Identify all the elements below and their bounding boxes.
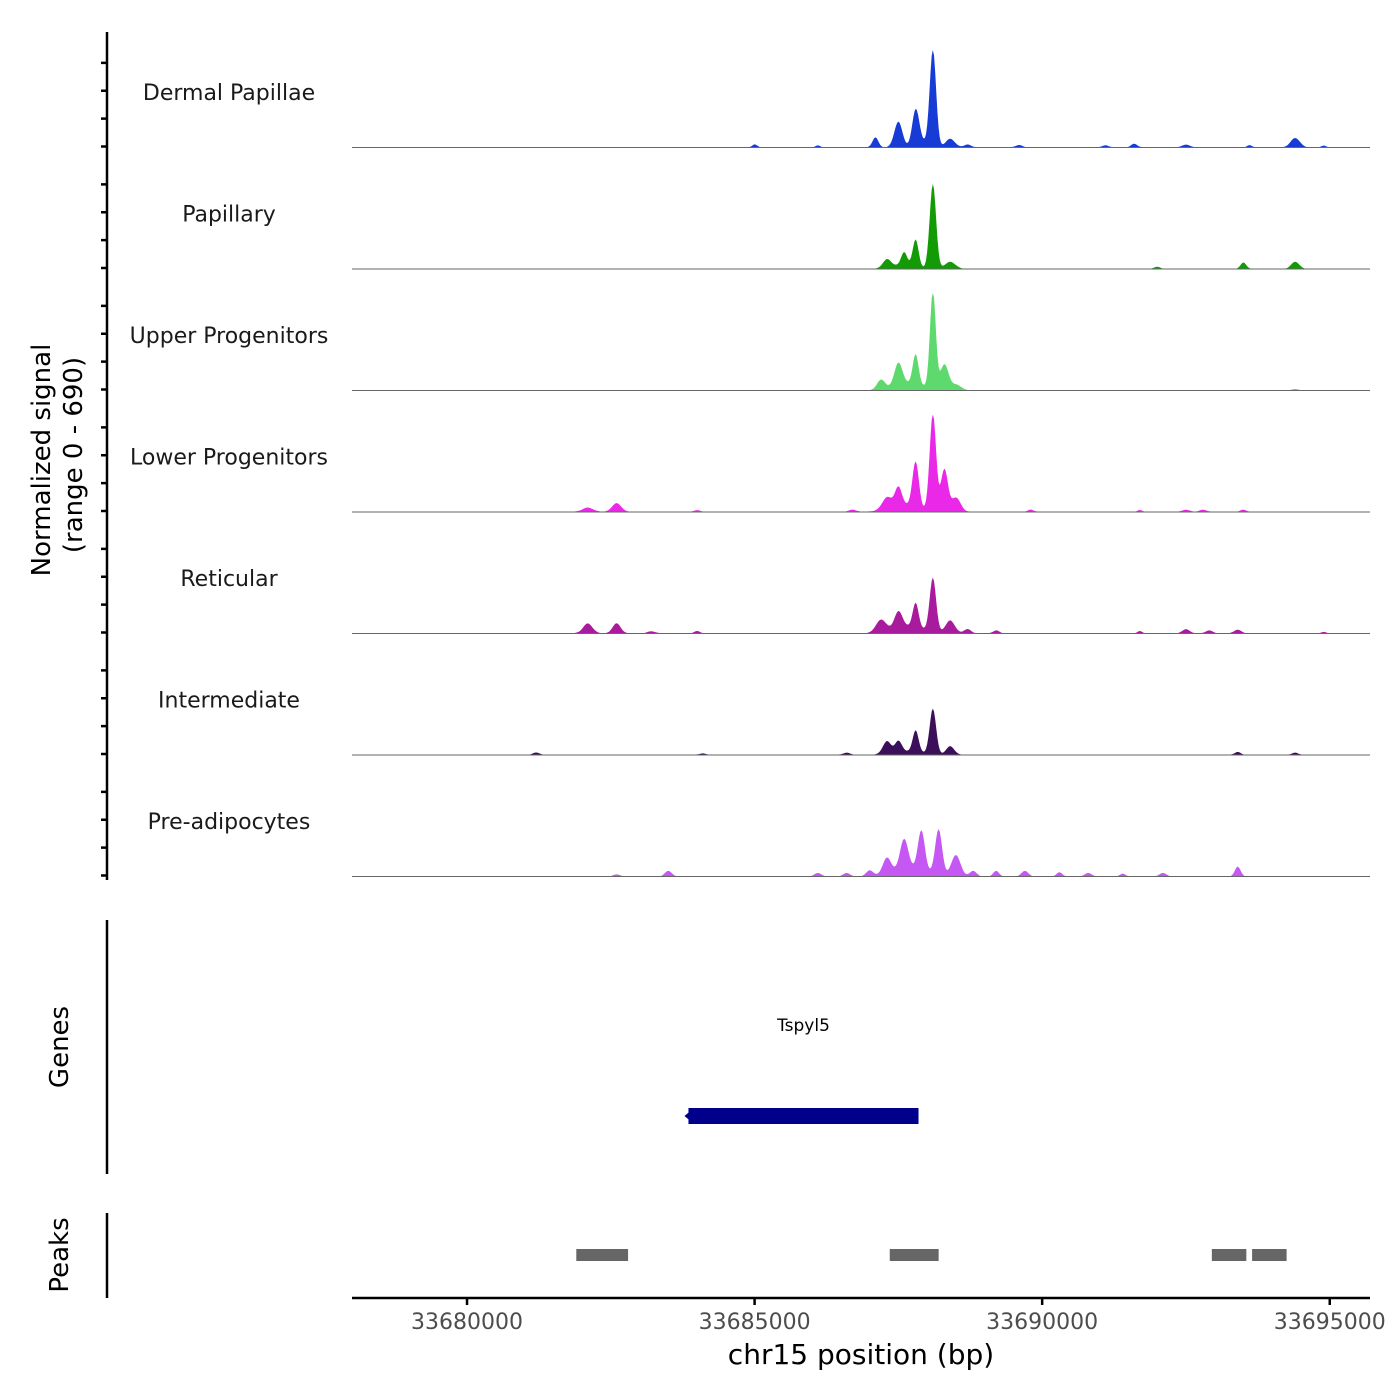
gene-body bbox=[688, 1108, 919, 1124]
coverage-y-axis bbox=[101, 32, 109, 880]
track-label: Lower Progenitors bbox=[130, 446, 328, 471]
genes-panel-label: Genes bbox=[45, 1006, 75, 1088]
track-label: Upper Progenitors bbox=[130, 324, 329, 349]
gene-strand-arrow bbox=[684, 1111, 691, 1121]
peak-region bbox=[1211, 1249, 1247, 1261]
track-label: Intermediate bbox=[158, 689, 300, 714]
coverage-track: Upper Progenitors bbox=[130, 293, 1370, 391]
x-tick-label: 33680000 bbox=[411, 1310, 523, 1335]
coverage-track: Intermediate bbox=[158, 689, 1370, 756]
coverage-area bbox=[352, 50, 1370, 148]
coverage-y-label-line2: (range 0 - 690) bbox=[59, 357, 89, 553]
coverage-track: Papillary bbox=[182, 183, 1370, 270]
peak-region bbox=[889, 1249, 939, 1261]
x-axis-label: chr15 position (bp) bbox=[728, 1338, 994, 1371]
coverage-area bbox=[352, 577, 1370, 634]
coverage-track: Lower Progenitors bbox=[130, 414, 1370, 513]
coverage-tracks: Dermal Papillae Papillary Upper Progenitor… bbox=[130, 50, 1370, 877]
x-tick-label: 33685000 bbox=[699, 1310, 811, 1335]
peaks-panel-label: Peaks bbox=[45, 1217, 75, 1292]
track-label: Papillary bbox=[182, 203, 276, 228]
x-tick-label: 33695000 bbox=[1274, 1310, 1386, 1335]
coverage-area bbox=[352, 183, 1370, 269]
gene-annotation-track: Tspyl5 bbox=[684, 1016, 919, 1124]
coverage-area bbox=[352, 293, 1370, 391]
coverage-track: Dermal Papillae bbox=[143, 50, 1370, 148]
coverage-y-label-line1: Normalized signal bbox=[27, 344, 57, 577]
peak-region bbox=[1252, 1249, 1287, 1261]
coverage-track: Reticular bbox=[180, 567, 1370, 634]
track-label: Pre-adipocytes bbox=[148, 810, 311, 835]
track-label: Reticular bbox=[180, 567, 278, 592]
x-tick-label: 33690000 bbox=[986, 1310, 1098, 1335]
peak-region bbox=[576, 1249, 629, 1261]
x-axis: 33680000 33685000 33690000 33695000 bbox=[411, 1298, 1386, 1335]
gene-label: Tspyl5 bbox=[776, 1016, 830, 1036]
coverage-area bbox=[352, 829, 1370, 877]
coverage-area bbox=[352, 708, 1370, 755]
coverage-track: Pre-adipocytes bbox=[148, 810, 1370, 877]
track-label: Dermal Papillae bbox=[143, 81, 315, 106]
coverage-area bbox=[352, 414, 1370, 512]
peak-regions-track bbox=[576, 1249, 1287, 1261]
